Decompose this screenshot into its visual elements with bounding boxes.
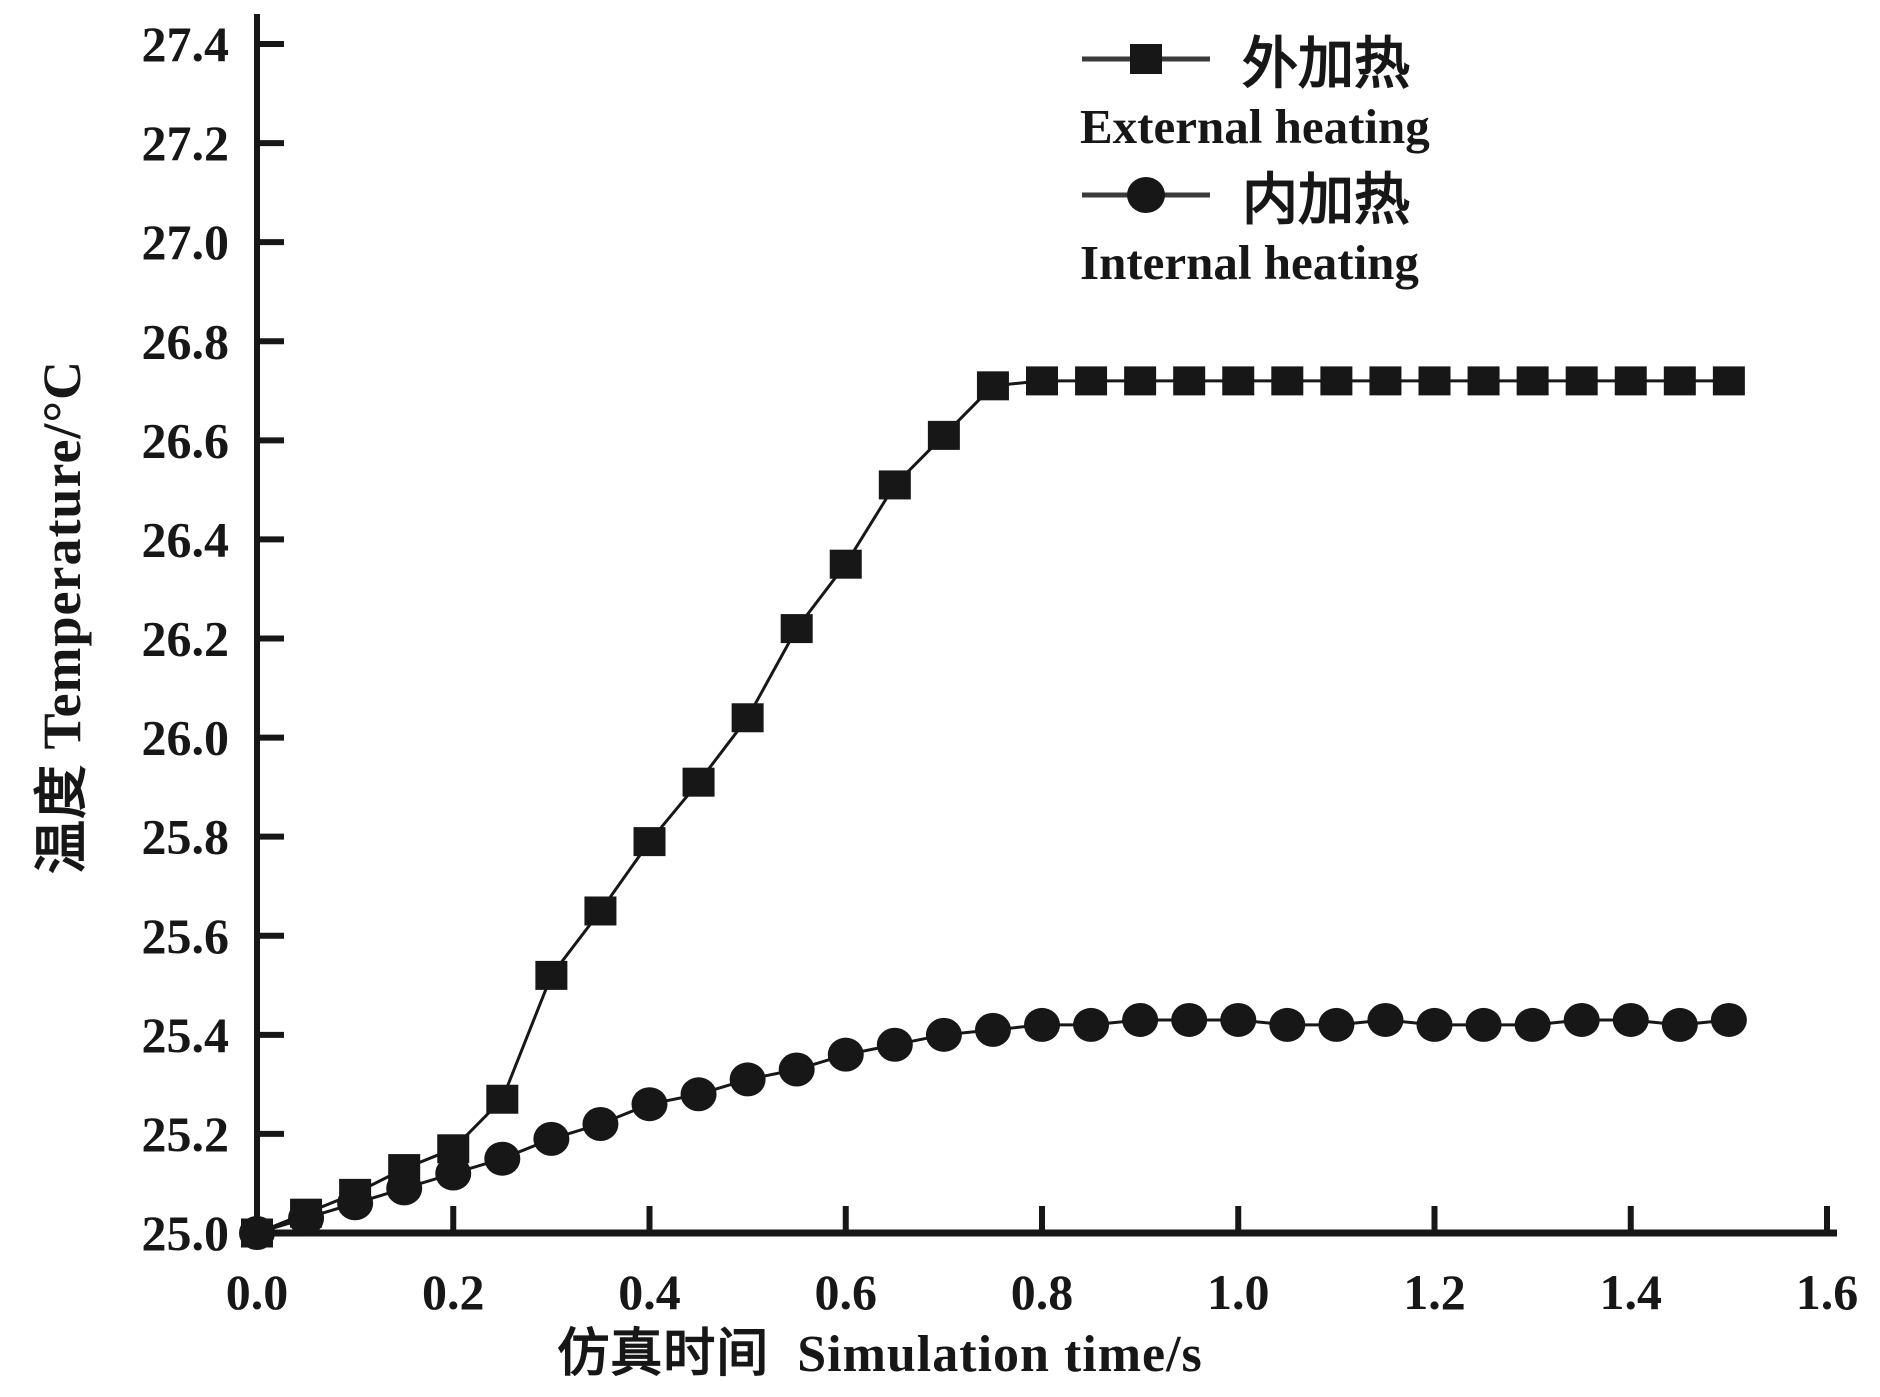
series-line-circle — [256, 1018, 1730, 1235]
x-tick-label: 0.8 — [1011, 1264, 1074, 1320]
series-marker-circle — [484, 1141, 521, 1176]
series-marker-circle — [1661, 1007, 1698, 1042]
series-marker-square — [535, 960, 568, 990]
y-tick-label: 26.6 — [142, 412, 230, 468]
series-marker-circle — [876, 1027, 913, 1062]
series-marker-square — [927, 420, 960, 450]
y-tick-label: 27.0 — [142, 214, 230, 270]
series-marker-circle — [337, 1186, 374, 1221]
series-marker-circle — [582, 1107, 619, 1142]
x-tick-label: 0.0 — [226, 1264, 289, 1320]
series-marker-circle — [1514, 1007, 1551, 1042]
legend-entry-internal-heating: 内加热 — [1080, 156, 1430, 234]
y-tick-label: 27.4 — [142, 16, 230, 72]
series-marker-square — [1271, 366, 1304, 396]
series-marker-square — [878, 470, 911, 500]
series-marker-circle — [435, 1156, 472, 1191]
series-marker-circle — [974, 1012, 1011, 1047]
series-marker-square — [1467, 366, 1500, 396]
series-marker-square — [1369, 366, 1402, 396]
chart-legend: 外加热 External heating 内加热 Internal heatin… — [1080, 20, 1430, 292]
y-tick-label: 26.4 — [142, 511, 230, 567]
series-marker-square — [1320, 366, 1353, 396]
legend-label-en-external: External heating — [1080, 99, 1430, 154]
series-marker-circle — [778, 1052, 815, 1087]
y-tick-label: 26.0 — [142, 710, 230, 766]
series-marker-circle — [1220, 1002, 1257, 1037]
y-tick-label: 26.8 — [142, 313, 230, 369]
legend-square-marker-icon — [1082, 44, 1210, 74]
x-tick-label: 1.2 — [1403, 1264, 1466, 1320]
x-tick-label: 1.0 — [1207, 1264, 1270, 1320]
x-tick-label: 0.4 — [618, 1264, 681, 1320]
y-axis-title: 温度 Temperature/°C — [32, 359, 92, 875]
series-marker-square — [1712, 366, 1745, 396]
series-marker-square — [731, 703, 764, 733]
y-tick-label: 25.0 — [142, 1205, 230, 1261]
series-marker-circle — [1710, 1002, 1747, 1037]
series-marker-square — [1565, 366, 1598, 396]
y-tick-label: 25.6 — [142, 908, 230, 964]
x-tick-label: 1.4 — [1600, 1264, 1663, 1320]
series-marker-square — [976, 371, 1009, 401]
series-marker-square — [584, 896, 617, 926]
series-marker-square — [1663, 366, 1696, 396]
series-marker-square — [1614, 366, 1647, 396]
series-marker-circle — [1416, 1007, 1453, 1042]
series-marker-square — [633, 827, 666, 857]
series-marker-circle — [1171, 1002, 1208, 1037]
legend-label-en-internal: Internal heating — [1080, 235, 1419, 290]
legend-label-zh-external: 外加热 — [1242, 33, 1410, 96]
x-axis-title: 仿真时间 Simulation time/s — [557, 1326, 1203, 1383]
x-tick-label: 0.2 — [422, 1264, 485, 1320]
series-marker-square — [1075, 366, 1108, 396]
y-tick-label: 26.2 — [142, 611, 230, 667]
series-marker-circle — [1269, 1007, 1306, 1042]
legend-label-zh-internal: 内加热 — [1242, 169, 1410, 232]
series-marker-circle — [288, 1201, 325, 1236]
x-tick-label: 1.6 — [1796, 1264, 1859, 1320]
series-marker-square — [1026, 366, 1058, 396]
series-marker-circle — [827, 1037, 864, 1072]
series-marker-circle — [729, 1062, 766, 1097]
series-marker-circle — [1318, 1007, 1355, 1042]
x-tick-label: 0.6 — [815, 1264, 878, 1320]
series-marker-square — [829, 549, 862, 579]
series-marker-circle — [1367, 1002, 1404, 1037]
legend-circle-marker-icon — [1082, 177, 1210, 213]
series-marker-square — [682, 767, 715, 797]
series-marker-circle — [1612, 1002, 1649, 1037]
series-marker-circle — [925, 1017, 962, 1052]
series-marker-square — [1516, 366, 1549, 396]
series-marker-circle — [1122, 1002, 1159, 1037]
series-marker-circle — [1024, 1007, 1060, 1042]
series-marker-circle — [631, 1087, 668, 1122]
series-marker-square — [1222, 366, 1255, 396]
series-marker-circle — [1465, 1007, 1502, 1042]
series-line-square — [256, 379, 1729, 1235]
y-tick-label: 25.2 — [142, 1106, 230, 1162]
series-marker-circle — [386, 1171, 423, 1206]
series-marker-circle — [1073, 1007, 1110, 1042]
series-marker-circle — [1563, 1002, 1600, 1037]
series-marker-square — [486, 1084, 519, 1114]
series-marker-circle — [680, 1077, 717, 1112]
series-marker-square — [1418, 366, 1451, 396]
legend-entry-external-heating: 外加热 — [1080, 20, 1430, 98]
series-marker-square — [1124, 366, 1157, 396]
y-tick-label: 27.2 — [142, 115, 230, 171]
series-marker-square — [780, 614, 813, 644]
series-marker-circle — [239, 1216, 275, 1250]
y-tick-label: 25.4 — [142, 1007, 230, 1063]
y-tick-label: 25.8 — [142, 809, 230, 865]
series-marker-circle — [533, 1121, 570, 1156]
series-marker-square — [1173, 366, 1206, 396]
